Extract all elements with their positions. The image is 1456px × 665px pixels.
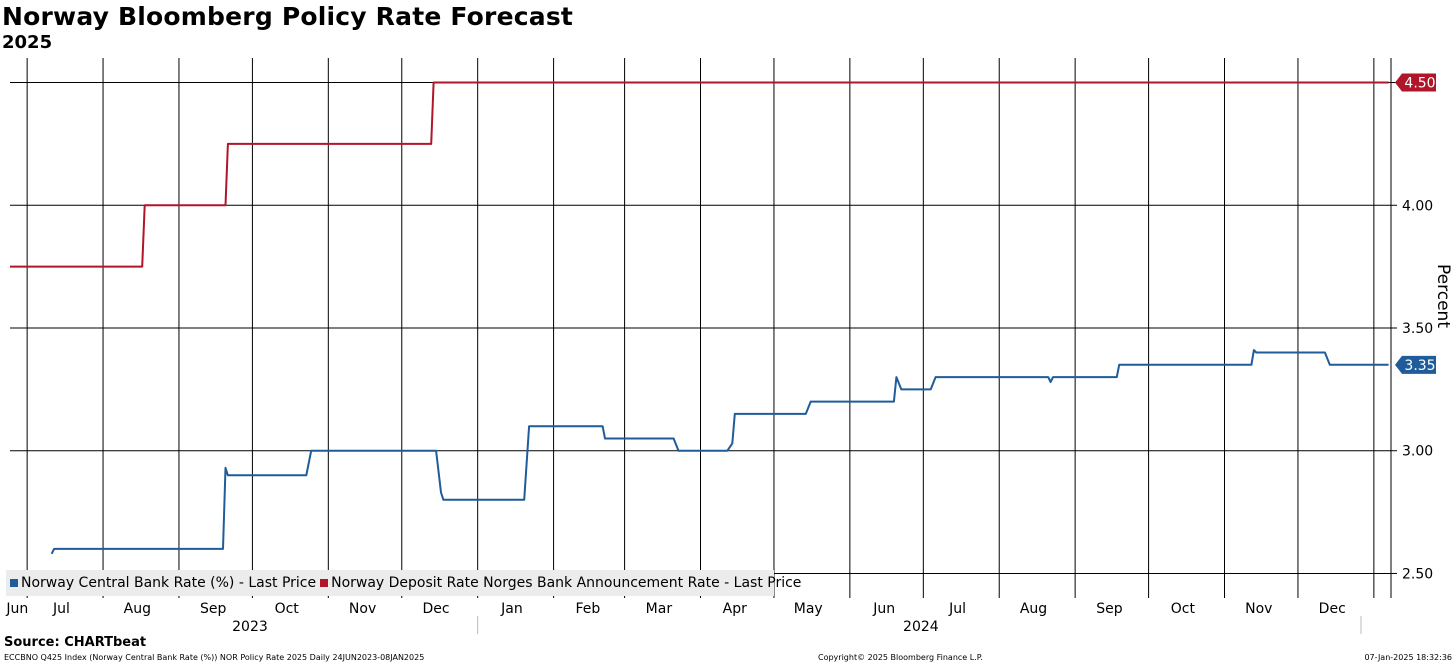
x-month-label: Jun — [872, 601, 895, 617]
legend-item-deposit-rate: Norway Deposit Rate Norges Bank Announce… — [320, 575, 801, 591]
x-month-label: Oct — [275, 601, 300, 617]
source-note: Source: CHARTbeat — [4, 635, 147, 650]
y-tick-label: 2.50 — [1402, 566, 1433, 582]
legend-label: Norway Central Bank Rate (%) - Last Pric… — [21, 575, 317, 591]
last-value-tag — [1395, 73, 1436, 92]
legend-swatch — [320, 579, 329, 587]
x-month-label: Sep — [200, 601, 227, 617]
x-month-label: Jul — [52, 601, 70, 617]
footer-timestamp: 07-Jan-2025 18:32:36 — [1364, 653, 1452, 662]
series-line — [10, 81, 1389, 268]
grid-layer — [10, 58, 1391, 598]
chart-title: Norway Bloomberg Policy Rate Forecast — [2, 2, 574, 31]
legend-swatch — [10, 579, 18, 587]
y-tick-label: 3.50 — [1402, 321, 1433, 337]
x-month-label: Nov — [349, 601, 376, 617]
chart-subtitle: 2025 — [2, 32, 53, 53]
label-layer: 2.503.003.504.004.50Percent4.503.35JunJu… — [5, 73, 1453, 635]
legend-label: Norway Deposit Rate Norges Bank Announce… — [331, 575, 802, 591]
last-value-label: 3.35 — [1404, 358, 1435, 374]
y-tick-label: 4.00 — [1402, 198, 1433, 214]
x-month-label: Jul — [948, 601, 966, 617]
x-month-label: Feb — [575, 601, 600, 617]
footer-index-info: ECCBNO Q425 Index (Norway Central Bank R… — [4, 653, 425, 662]
x-month-label: Aug — [1020, 601, 1047, 617]
chart-legend: Norway Central Bank Rate (%) - Last Pric… — [6, 570, 801, 596]
y-tick-label: 3.00 — [1402, 444, 1433, 460]
line-chart: 2.503.003.504.004.50Percent4.503.35JunJu… — [5, 58, 1453, 635]
x-month-label: Apr — [723, 601, 747, 617]
x-month-label: Aug — [124, 601, 151, 617]
series-layer — [10, 81, 1389, 555]
x-month-label: Mar — [646, 601, 673, 617]
footer-copyright: Copyright© 2025 Bloomberg Finance L.P. — [818, 653, 983, 662]
legend-item-central-bank-rate: Norway Central Bank Rate (%) - Last Pric… — [10, 575, 316, 591]
x-month-label: Nov — [1245, 601, 1272, 617]
last-value-label: 4.50 — [1404, 76, 1435, 92]
x-month-label: Dec — [423, 601, 450, 617]
last-value-tag — [1395, 355, 1436, 374]
x-month-label: Dec — [1319, 601, 1346, 617]
x-year-label: 2023 — [232, 619, 268, 635]
y-axis-title: Percent — [1433, 264, 1453, 328]
x-month-label: Sep — [1096, 601, 1123, 617]
x-month-label: Jan — [500, 601, 523, 617]
x-year-label: 2024 — [903, 619, 939, 635]
x-month-label: May — [794, 601, 823, 617]
x-month-label: Jun — [5, 601, 28, 617]
x-month-label: Oct — [1171, 601, 1196, 617]
axis-layer — [477, 58, 1397, 634]
series-line — [50, 349, 1389, 555]
